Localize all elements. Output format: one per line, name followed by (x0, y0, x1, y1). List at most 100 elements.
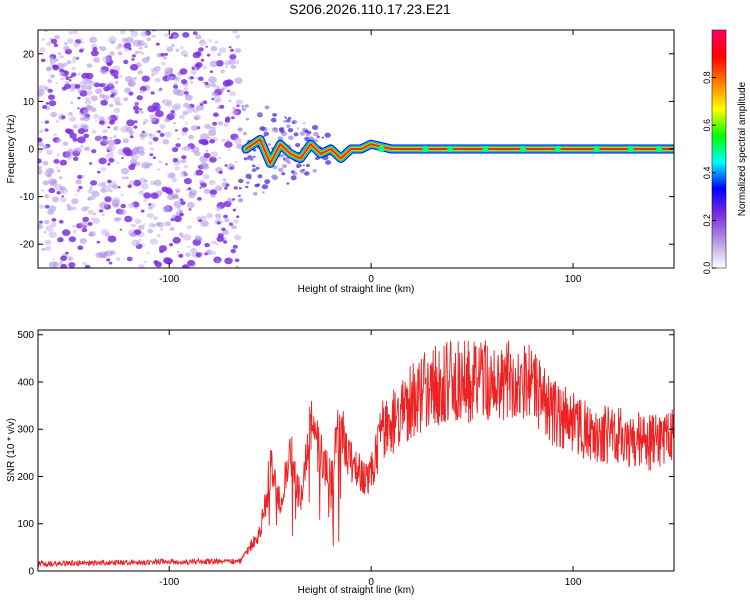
noise-blob (124, 124, 130, 129)
noise-blob (188, 134, 195, 140)
noise-blob (202, 100, 208, 105)
noise-blob (139, 108, 143, 111)
noise-blob (208, 76, 217, 84)
noise-blob (205, 45, 208, 48)
noise-blob (216, 259, 221, 264)
noise-blob (88, 188, 92, 191)
noise-blob (223, 214, 228, 219)
noise-blob (75, 179, 82, 185)
noise-blob (53, 43, 59, 47)
noise-blob (173, 122, 176, 125)
snr-point (88, 562, 89, 564)
noise-blob (188, 192, 196, 199)
noise-blob (67, 129, 74, 135)
transition-blob (271, 127, 279, 133)
noise-blob (177, 137, 180, 141)
noise-blob (190, 125, 199, 131)
transition-blob (252, 148, 257, 152)
noise-blob (202, 65, 208, 70)
noise-blob (64, 42, 68, 46)
noise-blob (209, 156, 217, 163)
noise-blob (134, 110, 140, 114)
noise-blob (150, 192, 159, 199)
noise-blob (73, 147, 82, 154)
snr-point (592, 433, 594, 435)
noise-blob (85, 97, 90, 101)
noise-blob (210, 151, 218, 158)
noise-blob (38, 148, 43, 154)
noise-blob (142, 130, 145, 134)
noise-blob (228, 46, 232, 49)
noise-blob (86, 63, 93, 68)
noise-blob (234, 160, 238, 164)
noise-blob (170, 218, 174, 222)
y-tick-label: 400 (17, 377, 34, 388)
noise-blob (118, 208, 127, 216)
transition-blob (259, 126, 266, 131)
noise-blob (165, 163, 168, 166)
signal-node (520, 145, 526, 153)
noise-blob (113, 96, 121, 103)
transition-blob (263, 131, 269, 137)
noise-blob (123, 97, 129, 102)
noise-blob (211, 240, 217, 245)
noise-blob (102, 56, 111, 63)
snr-y-axis-label: SNR (10 * v/v) (6, 418, 17, 482)
noise-blob (160, 53, 165, 57)
noise-blob (131, 239, 140, 247)
noise-blob (115, 257, 121, 261)
noise-blob (142, 42, 148, 47)
noise-blob (38, 222, 44, 230)
noise-blob (102, 129, 108, 134)
noise-blob (235, 48, 242, 53)
noise-blob (84, 264, 91, 268)
noise-blob (65, 80, 70, 85)
transition-blob (252, 164, 256, 168)
noise-blob (74, 84, 81, 89)
noise-blob (115, 46, 120, 50)
noise-blob (41, 189, 44, 192)
transition-blob (255, 166, 260, 170)
noise-blob (139, 89, 144, 94)
noise-blob (203, 152, 211, 159)
noise-blob (173, 200, 182, 208)
snr-point (360, 471, 362, 473)
noise-blob (202, 174, 210, 180)
transition-blob (248, 156, 254, 161)
noise-blob (138, 238, 142, 242)
snr-x-ticks: -100 0 100 (159, 330, 582, 588)
noise-blob (68, 79, 72, 82)
noise-blob (85, 72, 94, 80)
noise-blob (176, 206, 182, 211)
noise-blob (214, 98, 221, 103)
noise-blob (134, 50, 139, 55)
spectrogram-x-ticks: -100 0 100 (159, 30, 582, 285)
noise-blob (158, 87, 163, 92)
noise-blob (71, 66, 76, 71)
transition-blob (253, 155, 256, 158)
noise-blob (153, 179, 162, 186)
noise-blob (92, 212, 97, 216)
transition-blob (241, 107, 246, 112)
noise-blob (168, 35, 174, 40)
noise-blob (231, 224, 237, 230)
noise-blob (210, 45, 218, 52)
noise-blob (229, 222, 233, 226)
noise-blob (102, 138, 110, 145)
spectrogram-marks (38, 30, 674, 268)
noise-blob (77, 107, 80, 110)
noise-blob (98, 83, 103, 87)
noise-blob (183, 87, 189, 91)
noise-blob (133, 224, 137, 227)
signal-node (554, 145, 561, 153)
noise-blob (225, 79, 234, 86)
noise-blob (41, 38, 46, 41)
noise-blob (169, 243, 173, 247)
noise-blob (105, 152, 114, 159)
noise-blob (173, 88, 182, 96)
noise-blob (132, 39, 142, 47)
noise-blob (40, 121, 44, 124)
noise-blob (96, 240, 101, 244)
noise-blob (113, 107, 121, 114)
